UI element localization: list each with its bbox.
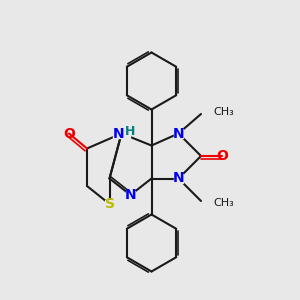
Bar — [105, 200, 114, 208]
Text: O: O — [216, 149, 228, 163]
Text: N: N — [173, 127, 184, 140]
Bar — [113, 129, 130, 138]
Text: H: H — [124, 124, 135, 138]
Bar — [126, 191, 135, 199]
Bar — [174, 129, 183, 138]
Text: CH₃: CH₃ — [214, 197, 234, 208]
Text: N: N — [113, 127, 124, 140]
Text: O: O — [63, 127, 75, 140]
Bar — [174, 174, 183, 183]
Text: CH₃: CH₃ — [214, 106, 234, 117]
Text: N: N — [125, 188, 136, 202]
Text: S: S — [104, 197, 115, 211]
Text: N: N — [173, 172, 184, 185]
